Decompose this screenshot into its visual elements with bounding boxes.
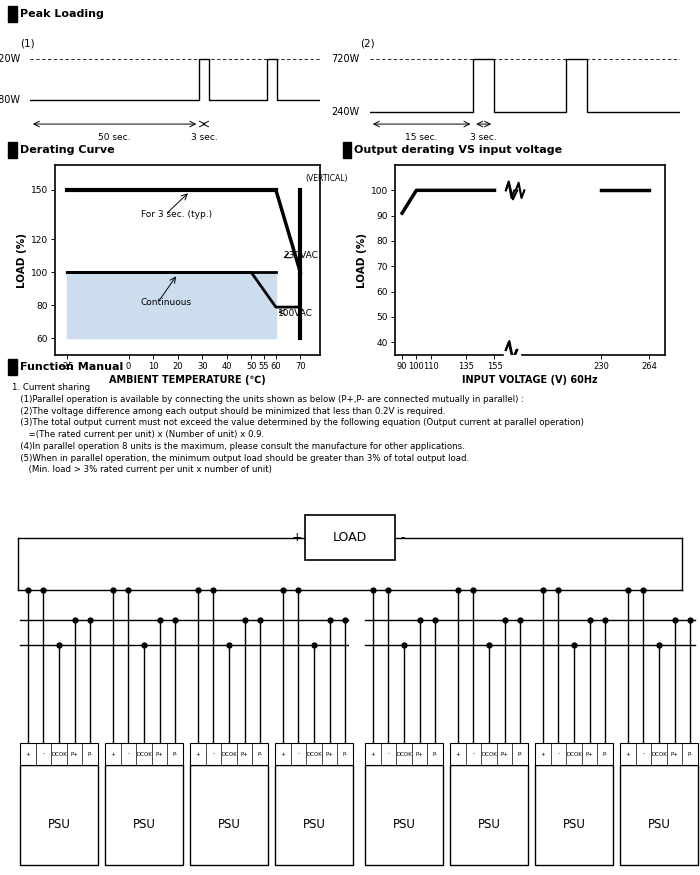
Text: DCOK: DCOK	[136, 752, 152, 757]
Text: (VERTICAL): (VERTICAL)	[305, 174, 348, 183]
Text: For 3 sec. (typ.): For 3 sec. (typ.)	[141, 210, 212, 219]
Text: +: +	[195, 752, 200, 757]
Text: P-: P-	[603, 752, 608, 757]
Text: PSU: PSU	[563, 818, 585, 831]
Text: +: +	[370, 752, 375, 757]
Text: 1. Current sharing: 1. Current sharing	[12, 383, 90, 392]
Text: PSU: PSU	[477, 818, 500, 831]
Text: 480W: 480W	[0, 95, 20, 105]
Text: 720W: 720W	[0, 53, 20, 64]
Text: (1)Parallel operation is available by connecting the units shown as below (P+,P-: (1)Parallel operation is available by co…	[12, 395, 524, 403]
Text: +: +	[281, 752, 285, 757]
Text: (Min. load > 3% rated current per unit x number of unit): (Min. load > 3% rated current per unit x…	[12, 466, 272, 474]
Text: +: +	[111, 752, 116, 757]
Text: P+: P+	[671, 752, 678, 757]
Text: -: -	[643, 752, 645, 757]
Text: 50 sec.: 50 sec.	[98, 133, 131, 142]
Text: P-: P-	[88, 752, 93, 757]
Y-axis label: LOAD (%): LOAD (%)	[17, 233, 27, 288]
Bar	[190, 743, 268, 765]
X-axis label: INPUT VOLTAGE (V) 60Hz: INPUT VOLTAGE (V) 60Hz	[462, 375, 598, 385]
Bar	[20, 743, 98, 765]
Text: 3 sec.: 3 sec.	[190, 133, 218, 142]
Text: -: -	[298, 752, 300, 757]
Text: -: -	[387, 752, 389, 757]
Bar	[620, 765, 698, 865]
Text: (2)The voltage difference among each output should be minimized that less than 0: (2)The voltage difference among each out…	[12, 407, 445, 416]
X-axis label: AMBIENT TEMPERATURE (℃): AMBIENT TEMPERATURE (℃)	[109, 375, 266, 385]
Text: (5)When in parallel operation, the minimum output load should be greater than 3%: (5)When in parallel operation, the minim…	[12, 453, 469, 463]
Text: 100VAC: 100VAC	[279, 309, 314, 318]
Text: Derating Curve: Derating Curve	[20, 145, 114, 155]
Text: PSU: PSU	[648, 818, 671, 831]
Text: (2): (2)	[360, 38, 374, 49]
Text: +: +	[625, 752, 630, 757]
Text: =(The rated current per unit) x (Number of unit) x 0.9.: =(The rated current per unit) x (Number …	[12, 430, 264, 439]
Bar	[190, 765, 268, 865]
Text: PSU: PSU	[393, 818, 415, 831]
Text: DCOK: DCOK	[651, 752, 667, 757]
Text: -: -	[127, 752, 130, 757]
Bar	[365, 743, 443, 765]
Y-axis label: LOAD (%): LOAD (%)	[356, 233, 367, 288]
Text: P-: P-	[687, 752, 693, 757]
Text: +: +	[456, 752, 460, 757]
Text: LOAD: LOAD	[333, 531, 367, 544]
Text: 720W: 720W	[331, 53, 360, 64]
Bar	[305, 515, 395, 560]
Text: Continuous: Continuous	[141, 298, 192, 306]
Text: +: +	[540, 752, 545, 757]
Text: DCOK: DCOK	[481, 752, 497, 757]
Bar	[535, 743, 613, 765]
Text: DCOK: DCOK	[51, 752, 67, 757]
Text: 15 sec.: 15 sec.	[405, 133, 438, 142]
Text: Output derating VS input voltage: Output derating VS input voltage	[354, 145, 562, 155]
Text: +: +	[25, 752, 30, 757]
Bar	[620, 743, 698, 765]
Text: P-: P-	[342, 752, 348, 757]
Text: PSU: PSU	[218, 818, 240, 831]
Text: P-: P-	[173, 752, 178, 757]
Bar	[105, 765, 183, 865]
Text: -: -	[557, 752, 559, 757]
Text: P-: P-	[517, 752, 523, 757]
Text: DCOK: DCOK	[306, 752, 322, 757]
Text: P-: P-	[433, 752, 438, 757]
Text: -: -	[43, 752, 44, 757]
Text: 230VAC: 230VAC	[284, 251, 318, 261]
Text: P+: P+	[326, 752, 334, 757]
Text: (1): (1)	[20, 38, 35, 49]
Text: Function Manual: Function Manual	[20, 362, 123, 372]
Bar	[20, 765, 98, 865]
Text: P+: P+	[241, 752, 248, 757]
Text: P-: P-	[258, 752, 262, 757]
Text: P+: P+	[71, 752, 78, 757]
Text: +: +	[292, 531, 302, 544]
Bar	[275, 743, 353, 765]
Text: 3 sec.: 3 sec.	[470, 133, 497, 142]
Bar	[365, 765, 443, 865]
Text: DCOK: DCOK	[221, 752, 237, 757]
Bar	[105, 743, 183, 765]
Text: -: -	[473, 752, 475, 757]
Text: PSU: PSU	[132, 818, 155, 831]
Text: P+: P+	[500, 752, 509, 757]
Text: P+: P+	[586, 752, 594, 757]
Bar	[535, 765, 613, 865]
Text: -: -	[400, 531, 405, 544]
Text: -: -	[212, 752, 214, 757]
Text: P+: P+	[416, 752, 423, 757]
Text: (3)The total output current must not exceed the value determined by the followin: (3)The total output current must not exc…	[12, 418, 584, 427]
Text: (4)In parallel operation 8 units is the maximum, please consult the manufacture : (4)In parallel operation 8 units is the …	[12, 442, 465, 451]
Text: DCOK: DCOK	[566, 752, 582, 757]
Text: Peak Loading: Peak Loading	[20, 9, 104, 19]
Bar	[450, 743, 528, 765]
Text: PSU: PSU	[48, 818, 71, 831]
Text: P+: P+	[155, 752, 164, 757]
Text: DCOK: DCOK	[396, 752, 412, 757]
Text: 240W: 240W	[332, 107, 360, 117]
Bar	[450, 765, 528, 865]
Bar	[275, 765, 353, 865]
Text: PSU: PSU	[302, 818, 326, 831]
